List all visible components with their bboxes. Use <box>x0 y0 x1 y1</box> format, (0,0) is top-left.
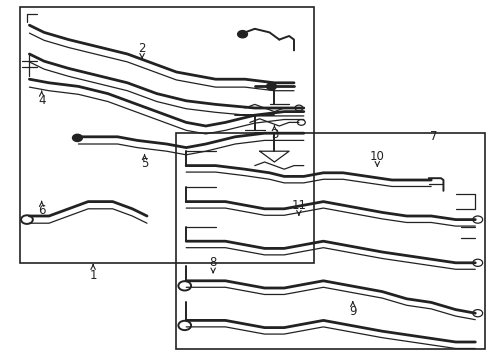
Circle shape <box>267 83 276 90</box>
Text: 1: 1 <box>89 269 97 282</box>
Bar <box>176 133 485 349</box>
Text: 6: 6 <box>38 204 46 217</box>
Text: 11: 11 <box>292 199 306 212</box>
Bar <box>20 7 314 263</box>
Text: 2: 2 <box>138 42 146 55</box>
Text: 7: 7 <box>430 130 438 143</box>
Text: 10: 10 <box>370 150 385 163</box>
Text: 5: 5 <box>141 157 148 170</box>
Text: 4: 4 <box>38 94 46 107</box>
Circle shape <box>238 31 247 38</box>
Text: 9: 9 <box>349 305 357 318</box>
Text: 3: 3 <box>270 129 278 141</box>
Text: 8: 8 <box>209 256 217 269</box>
Circle shape <box>73 134 82 141</box>
